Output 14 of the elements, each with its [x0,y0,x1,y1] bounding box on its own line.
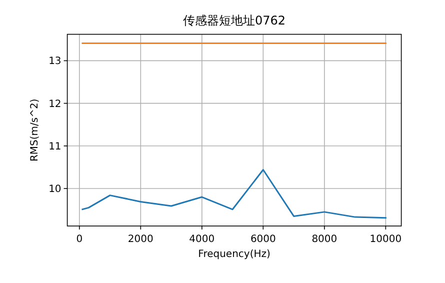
x-tick-label: 8000 [312,234,338,245]
x-tick-label: 2000 [128,234,154,245]
x-tick-label: 10000 [370,234,402,245]
x-axis-title: Frequency(Hz) [198,249,271,260]
x-tick-label: 6000 [250,234,276,245]
y-tick-label: 12 [48,98,62,110]
chart-title: 传感器短地址0762 [183,13,286,28]
line-series [82,169,386,219]
y-tick-label: 13 [48,56,62,68]
y-tick-label: 11 [48,141,62,152]
y-tick-label: 10 [48,184,62,196]
x-tick-label: 0 [76,234,83,245]
y-axis-title: RMS(m/s^2) [29,98,40,162]
x-tick-label: 4000 [189,234,215,245]
